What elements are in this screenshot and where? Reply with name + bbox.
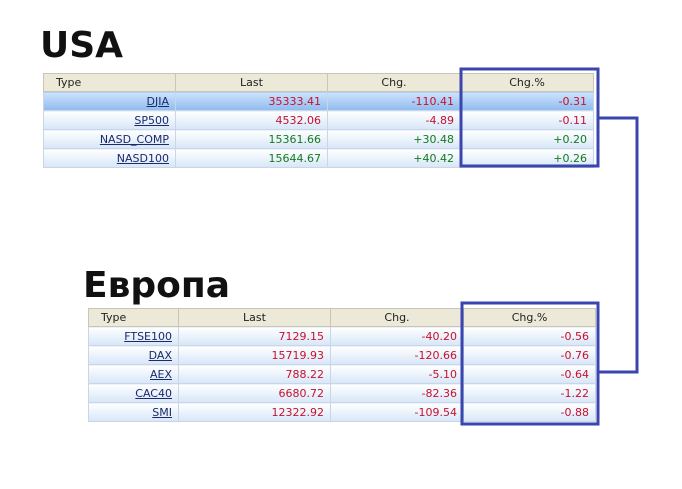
column-header: Chg.% <box>460 73 594 92</box>
quote-table: Type Last Chg. Chg.% FTSE100 7129.15 -40.20 -0.… <box>88 308 596 422</box>
data-row: SMI 12322.92 -109.54 -0.88 <box>88 402 596 422</box>
column-header: Chg. <box>330 308 464 327</box>
symbol-cell: CAC40 <box>88 383 179 403</box>
value-cell: -0.88 <box>463 402 596 422</box>
data-row: AEX 788.22 -5.10 -0.64 <box>88 364 596 384</box>
value-cell: -110.41 <box>327 91 461 111</box>
column-header: Chg.% <box>463 308 596 327</box>
header-row: Type Last Chg. Chg.% <box>43 73 594 92</box>
value-cell: +30.48 <box>327 129 461 149</box>
highlight-box <box>460 301 600 426</box>
section-title: Европа <box>83 265 231 306</box>
symbol-link[interactable]: DJIA <box>146 94 169 108</box>
data-row: FTSE100 7129.15 -40.20 -0.56 <box>88 326 596 346</box>
symbol-link[interactable]: SP500 <box>134 113 169 127</box>
header-row: Type Last Chg. Chg.% <box>88 308 596 327</box>
data-row: SP500 4532.06 -4.89 -0.11 <box>43 110 594 130</box>
highlight-box <box>459 67 600 168</box>
column-header: Type <box>43 73 176 92</box>
data-row: DJIA 35333.41 -110.41 -0.31 <box>43 91 594 111</box>
value-cell: -5.10 <box>330 364 464 384</box>
symbol-cell: FTSE100 <box>88 326 179 346</box>
value-cell: 788.22 <box>178 364 331 384</box>
symbol-cell: NASD100 <box>43 148 176 168</box>
value-cell: 35333.41 <box>175 91 328 111</box>
value-cell: -0.76 <box>463 345 596 365</box>
value-cell: 4532.06 <box>175 110 328 130</box>
value-cell: -0.64 <box>463 364 596 384</box>
symbol-cell: SMI <box>88 402 179 422</box>
symbol-cell: DJIA <box>43 91 176 111</box>
symbol-link[interactable]: FTSE100 <box>124 329 172 343</box>
data-row: NASD_COMP 15361.66 +30.48 +0.20 <box>43 129 594 149</box>
symbol-link[interactable]: CAC40 <box>135 386 172 400</box>
symbol-cell: DAX <box>88 345 179 365</box>
value-cell: 15644.67 <box>175 148 328 168</box>
value-cell: 15361.66 <box>175 129 328 149</box>
value-cell: 7129.15 <box>178 326 331 346</box>
value-cell: 6680.72 <box>178 383 331 403</box>
column-header: Type <box>88 308 179 327</box>
data-row: CAC40 6680.72 -82.36 -1.22 <box>88 383 596 403</box>
section-title: USA <box>40 25 124 66</box>
symbol-link[interactable]: NASD100 <box>116 151 169 165</box>
column-header: Chg. <box>327 73 461 92</box>
value-cell: -120.66 <box>330 345 464 365</box>
symbol-link[interactable]: SMI <box>152 405 172 419</box>
symbol-link[interactable]: DAX <box>148 348 172 362</box>
quote-table: Type Last Chg. Chg.% DJIA 35333.41 -110.41 -0.3… <box>43 73 594 168</box>
value-cell: 15719.93 <box>178 345 331 365</box>
value-cell: -0.11 <box>460 110 594 130</box>
data-row: DAX 15719.93 -120.66 -0.76 <box>88 345 596 365</box>
symbol-cell: AEX <box>88 364 179 384</box>
connector <box>598 116 639 374</box>
value-cell: -4.89 <box>327 110 461 130</box>
symbol-link[interactable]: NASD_COMP <box>99 132 169 146</box>
value-cell: 12322.92 <box>178 402 331 422</box>
symbol-link[interactable]: AEX <box>149 367 172 381</box>
symbol-cell: SP500 <box>43 110 176 130</box>
symbol-cell: NASD_COMP <box>43 129 176 149</box>
column-header: Last <box>175 73 328 92</box>
column-header: Last <box>178 308 331 327</box>
value-cell: +0.20 <box>460 129 594 149</box>
value-cell: -1.22 <box>463 383 596 403</box>
value-cell: -40.20 <box>330 326 464 346</box>
value-cell: -109.54 <box>330 402 464 422</box>
value-cell: -82.36 <box>330 383 464 403</box>
value-cell: -0.56 <box>463 326 596 346</box>
value-cell: +40.42 <box>327 148 461 168</box>
value-cell: -0.31 <box>460 91 594 111</box>
